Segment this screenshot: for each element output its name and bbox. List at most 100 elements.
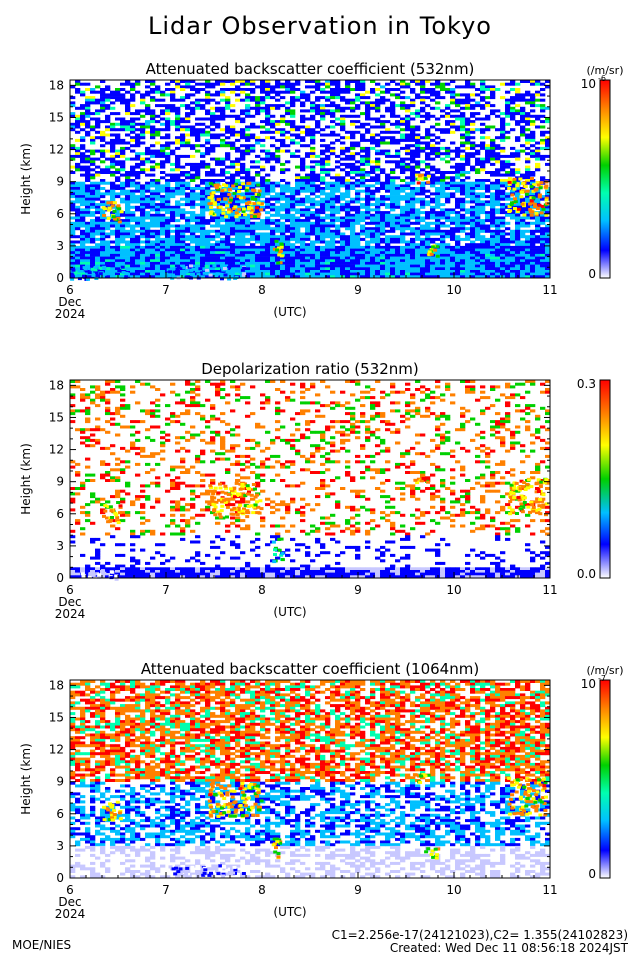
heatmap-cell — [395, 187, 401, 190]
heatmap-cell — [355, 267, 361, 271]
heatmap-cell — [485, 146, 491, 150]
heatmap-cell — [105, 253, 111, 257]
heatmap-cell — [250, 176, 256, 180]
heatmap-cell — [515, 176, 521, 180]
heatmap-cell — [175, 176, 181, 180]
heatmap-cell — [155, 221, 161, 225]
heatmap-cell — [425, 130, 431, 134]
heatmap-cell — [120, 267, 126, 271]
heatmap-cell — [260, 157, 266, 161]
heatmap-cell — [540, 157, 546, 161]
heatmap-cell — [325, 187, 331, 190]
heatmap-cell — [335, 154, 341, 158]
heatmap-cell — [170, 229, 176, 233]
heatmap-cell — [75, 224, 81, 228]
heatmap-cell — [105, 275, 111, 279]
heatmap-cell — [260, 205, 266, 209]
heatmap-cell — [185, 162, 191, 166]
heatmap-cell — [370, 253, 376, 257]
heatmap-cell — [80, 211, 86, 215]
heatmap-cell — [435, 211, 441, 215]
heatmap-cell — [475, 245, 481, 249]
heatmap-cell — [245, 270, 251, 273]
heatmap-cell — [350, 240, 356, 244]
heatmap-cell — [385, 203, 391, 207]
heatmap-cell — [80, 146, 86, 150]
heatmap-cell — [305, 165, 311, 169]
heatmap-cell — [370, 259, 376, 263]
heatmap-cell — [145, 168, 151, 172]
heatmap-cell — [255, 251, 261, 255]
heatmap-cell — [430, 179, 436, 182]
heatmap-cell — [155, 88, 161, 91]
heatmap-cell — [275, 243, 281, 247]
heatmap-cell — [200, 144, 206, 148]
heatmap-cell — [75, 245, 81, 249]
heatmap-cell — [255, 208, 261, 212]
heatmap-cell — [355, 189, 361, 193]
heatmap-cell — [250, 106, 256, 110]
heatmap-cell — [200, 133, 206, 137]
heatmap-cell — [175, 128, 181, 132]
heatmap-cell — [530, 173, 536, 177]
heatmap-cell — [350, 122, 356, 126]
heatmap-cell — [170, 195, 176, 199]
heatmap-cell — [410, 138, 416, 142]
heatmap-cell — [285, 90, 291, 94]
heatmap-cell — [155, 232, 161, 236]
heatmap-cell — [470, 98, 476, 102]
heatmap-cell — [115, 128, 121, 132]
heatmap-cell — [185, 117, 191, 121]
heatmap-cell — [425, 245, 431, 249]
heatmap-cell — [265, 120, 271, 124]
heatmap-cell — [490, 245, 496, 249]
heatmap-cell — [520, 106, 526, 110]
heatmap-cell — [520, 187, 526, 190]
heatmap-cell — [410, 256, 416, 260]
heatmap-cell — [240, 192, 246, 196]
heatmap-cell — [460, 181, 466, 185]
heatmap-cell — [535, 261, 541, 265]
heatmap-cell — [445, 232, 451, 236]
heatmap-cell — [405, 216, 411, 220]
heatmap-cell — [195, 117, 201, 121]
heatmap-cell — [240, 237, 246, 241]
heatmap-cell — [245, 275, 251, 279]
heatmap-cell — [235, 93, 241, 97]
heatmap-cell — [170, 248, 176, 252]
heatmap-cell — [275, 106, 281, 110]
heatmap-cell — [220, 227, 226, 231]
heatmap-cell — [190, 205, 196, 209]
heatmap-cell — [240, 227, 246, 231]
heatmap-cell — [165, 136, 171, 140]
heatmap-cell — [400, 165, 406, 169]
heatmap-cell — [200, 224, 206, 228]
heatmap-cell — [165, 146, 171, 150]
heatmap-cell — [295, 192, 301, 196]
heatmap-cell — [345, 85, 351, 89]
heatmap-cell — [100, 179, 106, 182]
heatmap-cell — [500, 270, 506, 273]
heatmap-cell — [200, 181, 206, 185]
heatmap-cell — [210, 144, 216, 148]
heatmap-cell — [315, 235, 321, 239]
heatmap-cell — [490, 229, 496, 233]
heatmap-cell — [500, 173, 506, 177]
heatmap-cell — [100, 138, 106, 142]
heatmap-cell — [480, 157, 486, 161]
heatmap-cell — [305, 187, 311, 190]
heatmap-cell — [465, 181, 471, 185]
heatmap-cell — [110, 149, 116, 153]
heatmap-cell — [310, 90, 316, 94]
heatmap-cell — [505, 104, 511, 108]
heatmap-cell — [410, 211, 416, 215]
heatmap-cell — [125, 197, 131, 201]
heatmap-cell — [90, 224, 96, 228]
heatmap-cell — [230, 216, 236, 220]
heatmap-cell — [230, 232, 236, 236]
heatmap-cell — [125, 80, 131, 83]
heatmap-cell — [270, 90, 276, 94]
heatmap-cell — [215, 195, 221, 199]
heatmap-cell — [455, 101, 461, 105]
heatmap-cell — [335, 184, 341, 188]
